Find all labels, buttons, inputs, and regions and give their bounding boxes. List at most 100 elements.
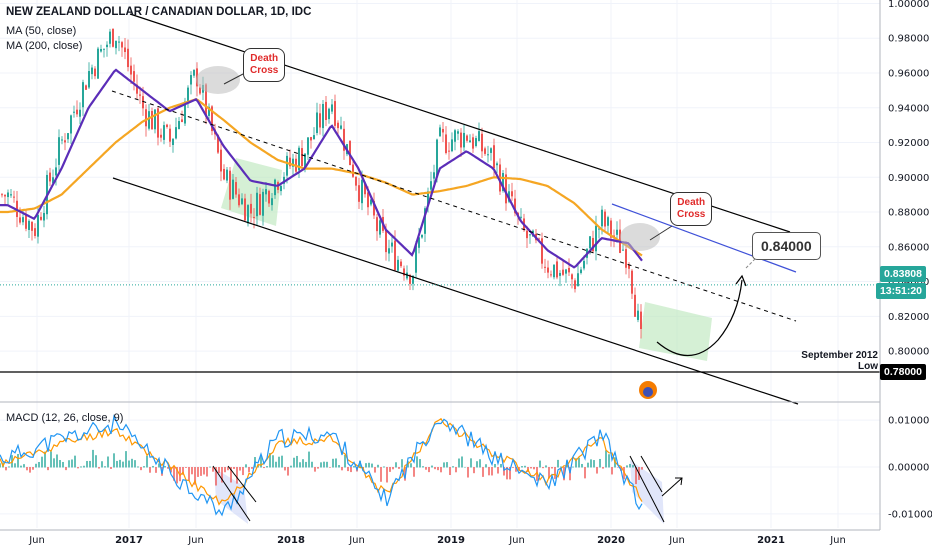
macd-histogram-bar: [473, 467, 475, 474]
macd-histogram-bar: [500, 463, 502, 468]
macd-histogram-bar: [455, 467, 457, 473]
candle-body: [553, 264, 555, 278]
candle-body: [301, 148, 303, 167]
candle-body: [70, 115, 72, 134]
candle-body: [409, 274, 411, 284]
candle-body: [22, 217, 24, 223]
y-tick-label: 0.94000: [888, 103, 929, 114]
candle-body: [457, 131, 459, 134]
macd-histogram-bar: [404, 467, 406, 481]
candle-body: [166, 124, 168, 127]
candle-body: [178, 121, 180, 130]
macd-histogram-bar: [596, 467, 598, 474]
macd-histogram-bar: [530, 467, 532, 469]
macd-histogram-bar: [497, 467, 499, 474]
macd-histogram-bar: [440, 467, 442, 473]
candle-body: [289, 157, 291, 167]
candle-body: [415, 245, 417, 273]
macd-histogram-bar: [167, 467, 169, 469]
candle-body: [247, 205, 249, 224]
macd-histogram-bar: [41, 456, 43, 468]
candle-body: [544, 266, 546, 268]
macd-histogram-bar: [557, 459, 559, 468]
candle-body: [574, 280, 576, 290]
macd-histogram-bar: [443, 462, 445, 468]
candle-body: [592, 237, 594, 252]
macd-histogram-bar: [224, 467, 226, 473]
candle-body: [376, 217, 378, 232]
macd-histogram-bar: [377, 464, 379, 468]
candle-body: [616, 229, 618, 235]
candle-body: [526, 230, 528, 239]
macd-histogram-bar: [401, 459, 403, 468]
candle-body: [313, 135, 315, 140]
candle-body: [232, 179, 234, 199]
macd-histogram-bar: [485, 464, 487, 468]
candle-body: [94, 68, 96, 77]
candle-body: [487, 154, 489, 156]
macd-histogram-bar: [251, 467, 253, 469]
candle-body: [640, 311, 642, 330]
tradingview-logo-icon-inner: [643, 387, 653, 397]
macd-histogram-bar: [107, 456, 109, 468]
candle-body: [142, 96, 144, 109]
candle-body: [190, 75, 192, 85]
macd-histogram-bar: [197, 467, 199, 477]
macd-histogram-bar: [551, 467, 553, 469]
macd-histogram-bar: [329, 467, 331, 468]
macd-histogram-bar: [491, 467, 493, 476]
macd-histogram-bar: [62, 461, 64, 468]
candle-body: [427, 191, 429, 206]
macd-histogram-bar: [566, 460, 568, 468]
macd-histogram-bar: [134, 460, 136, 468]
candle-body: [136, 84, 138, 94]
macd-histogram-bar: [20, 465, 22, 468]
candle-body: [607, 217, 609, 226]
macd-legend[interactable]: MACD (12, 26, close, 9): [6, 412, 124, 424]
macd-histogram-bar: [188, 467, 190, 481]
macd-histogram-bar: [626, 465, 628, 468]
candle-body: [478, 131, 480, 141]
candle-body: [307, 137, 309, 155]
candle-body: [505, 174, 507, 204]
macd-histogram-bar: [158, 463, 160, 468]
macd-histogram-bar: [599, 458, 601, 468]
macd-histogram-bar: [410, 463, 412, 468]
macd-histogram-bar: [5, 467, 7, 471]
candle-body: [262, 191, 264, 216]
candle-body: [55, 167, 57, 176]
candle-body: [445, 134, 447, 154]
candle-body: [52, 177, 54, 184]
ma200-legend[interactable]: MA (200, close): [6, 40, 83, 52]
ma50-legend[interactable]: MA (50, close): [6, 25, 77, 37]
macd-histogram-bar: [305, 461, 307, 468]
moving-averages: [0, 68, 643, 269]
candle-body: [502, 173, 504, 192]
candle-body: [370, 199, 372, 205]
candle-body: [82, 82, 84, 108]
current-price-badge: 0.83808: [880, 266, 926, 282]
macd-histogram-bar: [38, 461, 40, 468]
candle-body: [424, 208, 426, 234]
y-tick-label: 0.88000: [888, 208, 929, 219]
candle-body: [85, 85, 87, 90]
macd-histogram-bar: [47, 467, 49, 471]
macd-histogram-bar: [344, 454, 346, 468]
macd-histogram-bar: [131, 458, 133, 468]
macd-histogram-bar: [95, 455, 97, 468]
macd-histogram-bar: [296, 455, 298, 468]
candle-body: [412, 275, 414, 284]
macd-histogram-bar: [65, 467, 67, 471]
candle-body: [400, 261, 402, 267]
candle-body: [268, 190, 270, 204]
macd-histogram-bar: [176, 467, 178, 484]
y-tick-label: 0.98000: [888, 34, 929, 45]
macd-histogram-bar: [578, 457, 580, 468]
candle-body: [124, 47, 126, 52]
candle-body: [490, 148, 492, 153]
macd-histogram-bar: [71, 459, 73, 468]
macd-histogram-bar: [275, 461, 277, 468]
macd-histogram-bar: [281, 455, 283, 468]
death-cross-callout-1: Death Cross: [243, 48, 286, 82]
